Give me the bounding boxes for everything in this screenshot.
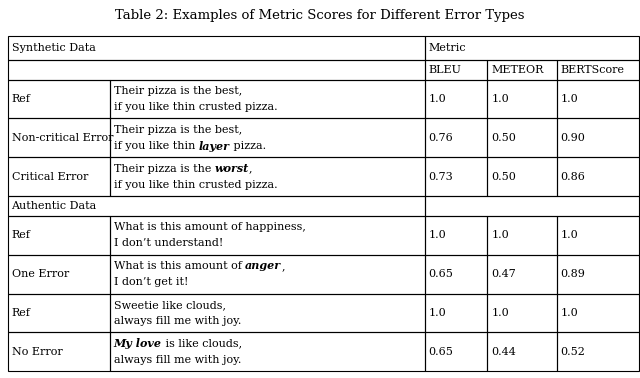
Text: is like clouds,: is like clouds, bbox=[162, 339, 242, 349]
Text: ,: , bbox=[281, 261, 285, 271]
Text: Ref: Ref bbox=[12, 94, 30, 104]
Text: if you like thin crusted pizza.: if you like thin crusted pizza. bbox=[114, 180, 277, 190]
Bar bbox=[110, 294, 425, 332]
Text: 1.0: 1.0 bbox=[429, 308, 446, 318]
Text: 1.0: 1.0 bbox=[561, 94, 578, 104]
Text: Table 2: Examples of Metric Scores for Different Error Types: Table 2: Examples of Metric Scores for D… bbox=[115, 9, 525, 22]
Bar bbox=[557, 60, 639, 80]
Bar bbox=[110, 332, 425, 371]
Bar bbox=[557, 80, 639, 118]
Text: What is this amount of: What is this amount of bbox=[114, 261, 245, 271]
Bar bbox=[487, 60, 557, 80]
Bar bbox=[8, 216, 110, 255]
Bar bbox=[557, 255, 639, 294]
Text: 0.73: 0.73 bbox=[429, 172, 453, 182]
Text: anger: anger bbox=[245, 260, 281, 271]
Bar bbox=[8, 118, 110, 157]
Text: 0.47: 0.47 bbox=[491, 269, 516, 279]
Text: 1.0: 1.0 bbox=[491, 308, 509, 318]
Bar bbox=[8, 196, 425, 216]
Bar bbox=[110, 255, 425, 294]
Bar bbox=[557, 216, 639, 255]
Text: always fill me with joy.: always fill me with joy. bbox=[114, 355, 241, 365]
Text: Authentic Data: Authentic Data bbox=[12, 201, 97, 211]
Bar bbox=[557, 332, 639, 371]
Bar bbox=[487, 332, 557, 371]
Bar bbox=[8, 60, 425, 80]
Bar bbox=[8, 255, 110, 294]
Text: 1.0: 1.0 bbox=[561, 230, 578, 240]
Bar bbox=[110, 118, 425, 157]
Text: ,: , bbox=[249, 164, 252, 174]
Text: No Error: No Error bbox=[12, 347, 62, 357]
Text: 0.86: 0.86 bbox=[561, 172, 586, 182]
Text: 0.50: 0.50 bbox=[491, 133, 516, 143]
Bar bbox=[487, 216, 557, 255]
Bar bbox=[425, 157, 487, 196]
Text: One Error: One Error bbox=[12, 269, 68, 279]
Text: 0.89: 0.89 bbox=[561, 269, 586, 279]
Text: What is this amount of happiness,: What is this amount of happiness, bbox=[114, 222, 306, 232]
Bar bbox=[557, 157, 639, 196]
Text: Synthetic Data: Synthetic Data bbox=[12, 43, 95, 53]
Text: Their pizza is the best,: Their pizza is the best, bbox=[114, 86, 242, 96]
Text: 1.0: 1.0 bbox=[561, 308, 578, 318]
Text: Their pizza is the: Their pizza is the bbox=[114, 164, 214, 174]
Bar bbox=[487, 80, 557, 118]
Bar bbox=[487, 118, 557, 157]
Text: 1.0: 1.0 bbox=[491, 230, 509, 240]
Text: if you like thin: if you like thin bbox=[114, 141, 198, 151]
Text: 0.76: 0.76 bbox=[429, 133, 453, 143]
Text: 0.44: 0.44 bbox=[491, 347, 516, 357]
Text: Critical Error: Critical Error bbox=[12, 172, 88, 182]
Text: Ref: Ref bbox=[12, 230, 30, 240]
Text: BLEU: BLEU bbox=[429, 65, 461, 75]
Text: BERTScore: BERTScore bbox=[561, 65, 625, 75]
Bar bbox=[110, 80, 425, 118]
Bar bbox=[487, 294, 557, 332]
Bar bbox=[557, 294, 639, 332]
Bar bbox=[425, 216, 487, 255]
Text: Non-critical Error: Non-critical Error bbox=[12, 133, 113, 143]
Text: 0.65: 0.65 bbox=[429, 347, 454, 357]
Text: My love: My love bbox=[114, 338, 162, 349]
Bar bbox=[487, 157, 557, 196]
Text: 0.65: 0.65 bbox=[429, 269, 454, 279]
Text: 1.0: 1.0 bbox=[491, 94, 509, 104]
Bar bbox=[110, 157, 425, 196]
Text: 0.90: 0.90 bbox=[561, 133, 586, 143]
Text: I don’t understand!: I don’t understand! bbox=[114, 239, 223, 248]
Bar bbox=[425, 60, 487, 80]
Bar bbox=[425, 118, 487, 157]
Text: pizza.: pizza. bbox=[230, 141, 266, 151]
Text: 0.52: 0.52 bbox=[561, 347, 586, 357]
Text: 1.0: 1.0 bbox=[429, 94, 446, 104]
Text: Sweetie like clouds,: Sweetie like clouds, bbox=[114, 300, 226, 310]
Bar bbox=[8, 157, 110, 196]
Text: METEOR: METEOR bbox=[491, 65, 543, 75]
Bar bbox=[425, 255, 487, 294]
Bar bbox=[110, 216, 425, 255]
Text: 1.0: 1.0 bbox=[429, 230, 446, 240]
Bar bbox=[557, 118, 639, 157]
Text: Ref: Ref bbox=[12, 308, 30, 318]
Text: Metric: Metric bbox=[429, 43, 467, 53]
Text: if you like thin crusted pizza.: if you like thin crusted pizza. bbox=[114, 102, 277, 112]
Bar bbox=[425, 294, 487, 332]
Bar bbox=[8, 294, 110, 332]
Text: always fill me with joy.: always fill me with joy. bbox=[114, 316, 241, 326]
Text: 0.50: 0.50 bbox=[491, 172, 516, 182]
Bar bbox=[425, 332, 487, 371]
Text: Their pizza is the best,: Their pizza is the best, bbox=[114, 125, 242, 135]
Text: I don’t get it!: I don’t get it! bbox=[114, 277, 188, 287]
Bar bbox=[487, 255, 557, 294]
Bar bbox=[8, 80, 110, 118]
Bar bbox=[425, 36, 639, 60]
Bar bbox=[425, 80, 487, 118]
Bar bbox=[425, 196, 639, 216]
Text: layer: layer bbox=[198, 141, 230, 152]
Bar bbox=[8, 332, 110, 371]
Bar bbox=[8, 36, 425, 60]
Text: worst: worst bbox=[214, 163, 249, 174]
